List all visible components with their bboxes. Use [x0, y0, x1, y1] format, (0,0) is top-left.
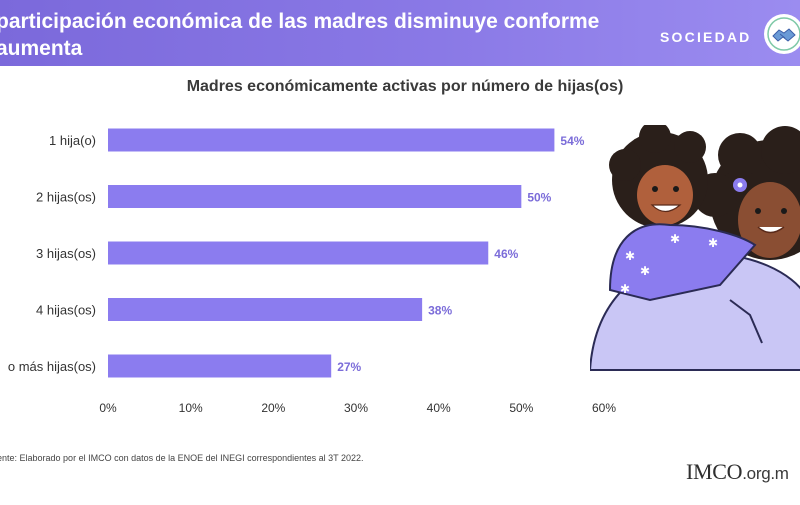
x-tick-label: 60%: [592, 401, 616, 415]
imco-logo[interactable]: IMCO.org.m: [686, 459, 789, 484]
value-label: 50%: [527, 191, 551, 205]
page-title: participación económica de las madres di…: [0, 10, 600, 87]
category-label: 2 hijas(os): [36, 190, 96, 205]
bar-4: [108, 298, 423, 321]
bar-3: [108, 241, 489, 265]
bar-1: [108, 128, 555, 152]
category-label: 1 hija(o): [49, 133, 96, 148]
category-label: 3 hijas(os): [36, 246, 96, 261]
x-tick-label: 50%: [509, 401, 533, 415]
bar-2: [108, 185, 522, 208]
x-tick-label: 40%: [427, 401, 451, 415]
value-label: 38%: [428, 304, 452, 318]
x-tick-label: 30%: [344, 401, 368, 415]
source-note: uente: Elaborado por el IMCO con datos d…: [0, 453, 364, 463]
value-label: 27%: [337, 360, 361, 374]
svg-text:✱: ✱: [670, 232, 680, 246]
handshake-icon: [764, 14, 800, 54]
bar-chart: 1 hija(o) 54% 2 hijas(os) 50% 3 hijas(os) 46%…: [8, 128, 616, 415]
bar-5: [108, 354, 332, 378]
svg-text:✱: ✱: [708, 236, 718, 250]
x-tick-label: 0%: [99, 401, 117, 415]
category-label: o más hijas(os): [8, 359, 96, 374]
x-tick-label: 20%: [261, 401, 285, 415]
svg-text:✱: ✱: [640, 264, 650, 278]
svg-text:✱: ✱: [625, 249, 635, 263]
section-label[interactable]: SOCIEDAD: [660, 29, 752, 45]
category-label: 4 hijas(os): [36, 303, 96, 318]
value-label: 54%: [560, 134, 584, 148]
svg-text:✱: ✱: [620, 282, 630, 296]
chart-title: Madres económicamente activas por número…: [186, 78, 624, 95]
mother-and-child-illustration: ✱ ✱ ✱ ✱ ✱: [590, 125, 800, 371]
x-tick-label: 10%: [179, 401, 203, 415]
header-banner: participación económica de las madres di…: [0, 0, 800, 87]
value-label: 46%: [494, 247, 518, 261]
